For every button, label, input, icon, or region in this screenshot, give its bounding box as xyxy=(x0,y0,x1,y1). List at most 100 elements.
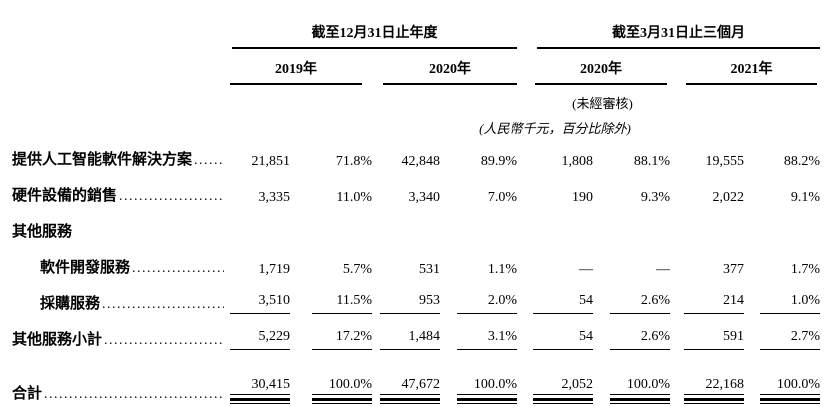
value-segment: 377 xyxy=(684,262,744,278)
value-segment: — xyxy=(533,262,593,278)
note-row-unaudited: (未經審核) xyxy=(0,85,838,114)
value-cell: 89.9% xyxy=(440,154,517,172)
row-label: 採購服務 ...................................… xyxy=(0,292,230,316)
value-segment: 89.9% xyxy=(457,154,517,170)
row-label: 其他服務 xyxy=(0,220,230,244)
value-segment: 71.8% xyxy=(312,154,372,170)
row-label: 提供人工智能軟件解決方案 ...........................… xyxy=(0,148,230,172)
value-cell: 11.5% xyxy=(290,293,372,316)
value-cell: — xyxy=(593,262,670,280)
value-cell xyxy=(230,242,290,244)
value-cell: 1,719 xyxy=(230,262,291,280)
dot-leader: ........................................… xyxy=(132,261,224,276)
unaudited-note: (未經審核) xyxy=(572,96,633,111)
value-text: 1.1% xyxy=(487,262,517,277)
table-row: 提供人工智能軟件解決方案 ...........................… xyxy=(0,140,838,172)
header-group-three-months: 截至3月31日止三個月 xyxy=(517,22,820,49)
value-text: 3,335 xyxy=(258,190,291,205)
table-header-groups: 截至12月31日止年度 截至3月31日止三個月 xyxy=(0,22,838,49)
value-cell: 5,229 xyxy=(230,329,290,352)
value-segment: 2.7% xyxy=(760,329,820,350)
value-cell xyxy=(440,242,517,244)
value-segment: 2,022 xyxy=(684,190,745,206)
row-label: 其他服務小計 .................................… xyxy=(0,328,230,352)
value-segment: 17.2% xyxy=(312,329,372,350)
value-cell: 22,168 xyxy=(670,377,744,406)
value-text: 2.6% xyxy=(640,329,670,344)
value-cell: 71.8% xyxy=(290,154,372,172)
value-cell: 100.0% xyxy=(440,377,517,406)
value-text: — xyxy=(579,262,593,277)
value-cell xyxy=(372,242,440,244)
value-text: 100.0% xyxy=(312,377,372,395)
value-text: 100.0% xyxy=(760,377,820,395)
value-cell: 3.1% xyxy=(440,329,517,352)
value-segment: 100.0% xyxy=(457,377,517,404)
value-segment: 1,719 xyxy=(230,262,291,278)
value-cell: 3,335 xyxy=(230,190,291,208)
value-segment: 7.0% xyxy=(457,190,517,206)
value-cell: 100.0% xyxy=(744,377,820,406)
value-cell: 2.0% xyxy=(440,293,517,316)
year-label-2019: 2019年 xyxy=(275,62,317,77)
table-row: 軟件開發服務 .................................… xyxy=(0,244,838,280)
value-text: 953 xyxy=(419,293,440,308)
value-segment: 3,335 xyxy=(230,190,291,206)
value-text: 591 xyxy=(723,329,744,344)
value-segment: 2.6% xyxy=(610,329,670,350)
value-cell: 42,848 xyxy=(372,154,441,172)
value-segment: — xyxy=(610,262,670,278)
header-group-three-months-title: 截至3月31日止三個月 xyxy=(612,26,745,41)
value-text: 54 xyxy=(579,293,593,308)
value-segment: 9.1% xyxy=(760,190,820,206)
value-segment: 88.2% xyxy=(760,154,820,170)
value-text: 17.2% xyxy=(335,329,372,344)
double-rule xyxy=(457,398,517,404)
value-cell: 377 xyxy=(670,262,744,280)
value-segment: 3,340 xyxy=(380,190,441,206)
value-cell: 3,340 xyxy=(372,190,441,208)
dot-leader: ........................................… xyxy=(44,387,224,402)
note-row-units: (人民幣千元，百分比除外) xyxy=(0,114,838,140)
header-year-2020fy: 2020年 xyxy=(372,49,517,85)
value-cell xyxy=(517,242,593,244)
value-text: 1.7% xyxy=(790,262,820,277)
value-text: 2.6% xyxy=(640,293,670,308)
row-label-text: 硬件設備的銷售 xyxy=(12,188,118,204)
value-segment: 1.7% xyxy=(760,262,820,278)
value-segment: 54 xyxy=(533,329,593,350)
row-label: 軟件開發服務 .................................… xyxy=(0,256,230,280)
value-text: 21,851 xyxy=(251,154,291,169)
double-rule xyxy=(312,398,372,404)
row-label-text: 採購服務 xyxy=(40,296,101,312)
table-row: 其他服務 xyxy=(0,208,838,244)
value-segment: 531 xyxy=(380,262,440,278)
value-segment: 1,808 xyxy=(533,154,594,170)
table-row: 其他服務小計 .................................… xyxy=(0,316,838,352)
value-text: 30,415 xyxy=(230,377,290,395)
dot-leader: ........................................… xyxy=(119,189,224,204)
value-segment: 2.0% xyxy=(457,293,517,314)
double-rule xyxy=(230,398,290,404)
value-cell: 21,851 xyxy=(230,154,291,172)
value-cell: 2.6% xyxy=(593,329,670,352)
row-label-text: 其他服務 xyxy=(12,224,73,240)
value-segment: 591 xyxy=(684,329,744,350)
value-segment: 21,851 xyxy=(230,154,291,170)
value-segment: 214 xyxy=(684,293,744,314)
value-cell: 88.2% xyxy=(744,154,820,172)
value-text: 42,848 xyxy=(401,154,441,169)
value-segment: 88.1% xyxy=(610,154,670,170)
double-rule xyxy=(684,398,744,404)
value-text: 214 xyxy=(723,293,744,308)
value-cell: 214 xyxy=(670,293,744,316)
value-segment: 2,052 xyxy=(533,377,593,404)
value-cell: 1,808 xyxy=(517,154,594,172)
value-cell xyxy=(593,242,670,244)
value-cell xyxy=(290,242,372,244)
table-body: 提供人工智能軟件解決方案 ...........................… xyxy=(0,140,838,406)
value-text: 1.0% xyxy=(790,293,820,308)
year-label-2020fy: 2020年 xyxy=(429,62,471,77)
value-cell xyxy=(670,242,744,244)
